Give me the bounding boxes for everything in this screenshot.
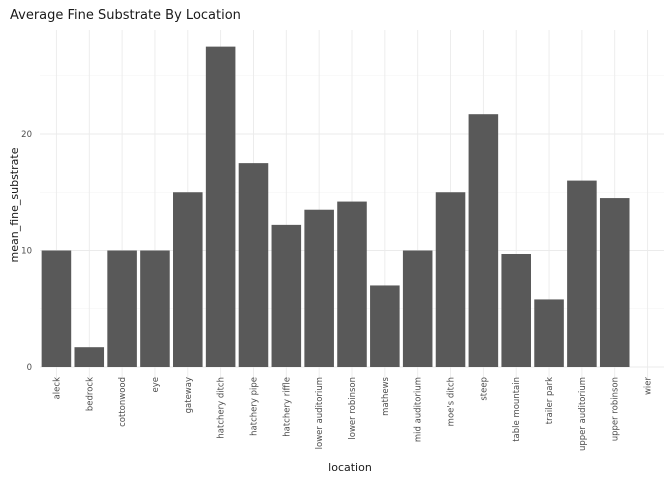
x-axis-title: location bbox=[328, 461, 372, 474]
x-tick-label: hatchery ditch bbox=[217, 377, 227, 439]
bars bbox=[41, 46, 630, 367]
x-tick-label: wier bbox=[644, 377, 654, 396]
bar-hatchery-riffle bbox=[271, 224, 302, 367]
bar-gateway bbox=[173, 192, 203, 367]
chart-title: Average Fine Substrate By Location bbox=[10, 8, 241, 23]
bar-upper-auditorium bbox=[567, 180, 597, 367]
bar-eye bbox=[140, 250, 170, 367]
x-tick-label: hatchery riffle bbox=[282, 377, 292, 437]
y-tick-label: 20 bbox=[21, 130, 32, 140]
x-tick-label: upper auditorium bbox=[578, 377, 588, 451]
x-tick-label: upper robinson bbox=[611, 377, 621, 441]
bar-mid-auditorium bbox=[402, 250, 433, 367]
x-tick-label: bedrock bbox=[85, 377, 95, 411]
x-tick-label: steep bbox=[479, 377, 489, 401]
x-tick-label: eye bbox=[151, 377, 161, 393]
x-tick-label: hatchery pipe bbox=[249, 377, 259, 436]
bar-hatchery-pipe bbox=[238, 163, 269, 367]
y-axis-ticks: 0 10 20 bbox=[21, 130, 32, 373]
x-tick-label: lower robinson bbox=[348, 377, 358, 440]
bar-upper-robinson bbox=[599, 198, 630, 367]
bar-moe-s-ditch bbox=[435, 192, 466, 367]
x-tick-label: cottonwood bbox=[118, 377, 128, 427]
x-tick-label: mid auditorium bbox=[414, 377, 424, 442]
bar-lower-auditorium bbox=[304, 209, 334, 367]
x-axis-ticks: aleck bedrock cottonwood eye gateway hatchery… bbox=[52, 376, 653, 451]
bar-aleck bbox=[41, 250, 72, 367]
bar-bedrock bbox=[74, 347, 105, 367]
x-tick-label: table mountain bbox=[512, 377, 522, 442]
y-tick-label: 10 bbox=[21, 247, 32, 257]
x-tick-label: gateway bbox=[184, 377, 194, 413]
x-tick-label: trailer park bbox=[545, 377, 555, 424]
bar-mathews bbox=[370, 285, 400, 367]
bar-hatchery-ditch bbox=[205, 46, 236, 367]
x-tick-label: moe's ditch bbox=[447, 377, 457, 426]
bar-lower-robinson bbox=[337, 201, 367, 367]
x-tick-label: lower auditorium bbox=[315, 377, 325, 449]
y-tick-label: 0 bbox=[27, 363, 32, 373]
x-tick-label: mathews bbox=[381, 376, 391, 415]
y-axis-title: mean_fine_substrate bbox=[8, 147, 21, 262]
x-tick-label: aleck bbox=[52, 377, 62, 399]
bar-trailer-park bbox=[534, 299, 564, 367]
bar-steep bbox=[468, 114, 499, 367]
bar-cottonwood bbox=[107, 250, 137, 367]
bar-table-mountain bbox=[501, 253, 531, 367]
